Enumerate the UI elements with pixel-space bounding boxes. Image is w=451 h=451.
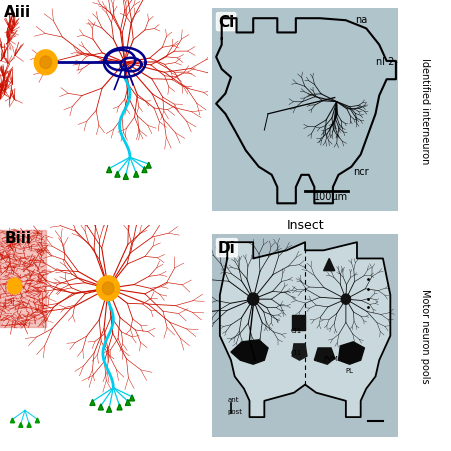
Polygon shape [133, 172, 138, 178]
Polygon shape [291, 344, 306, 360]
Polygon shape [98, 404, 103, 410]
Polygon shape [142, 167, 147, 173]
Text: post: post [227, 408, 242, 414]
Polygon shape [106, 406, 111, 412]
Polygon shape [123, 174, 128, 180]
Text: Ci: Ci [217, 15, 234, 30]
Polygon shape [18, 423, 23, 428]
Polygon shape [0, 230, 46, 327]
Polygon shape [117, 404, 122, 410]
Polygon shape [90, 400, 95, 405]
Polygon shape [106, 167, 111, 173]
Text: nl 2-4: nl 2-4 [375, 57, 403, 67]
Circle shape [102, 282, 114, 295]
Text: Biii: Biii [4, 230, 31, 245]
Polygon shape [314, 348, 334, 364]
Circle shape [34, 51, 57, 76]
Polygon shape [35, 418, 39, 423]
Text: na: na [354, 15, 367, 25]
Circle shape [7, 278, 22, 295]
Text: CI1: CI1 [290, 349, 301, 355]
Text: Aiii: Aiii [4, 5, 31, 19]
Text: PL: PL [345, 368, 353, 373]
Text: Insect: Insect [285, 219, 323, 232]
Polygon shape [125, 400, 130, 405]
Text: Motor neuron pools: Motor neuron pools [419, 289, 429, 383]
Polygon shape [291, 316, 304, 330]
Polygon shape [129, 395, 134, 401]
Text: PVM: PVM [323, 355, 338, 361]
Text: CI1: CI1 [290, 327, 301, 333]
Text: ncr: ncr [353, 166, 368, 176]
Circle shape [97, 276, 119, 301]
Polygon shape [338, 342, 364, 364]
Text: Di: Di [217, 241, 235, 256]
Polygon shape [323, 259, 334, 271]
Text: ant: ant [227, 396, 238, 402]
Text: Identified interneuron: Identified interneuron [419, 57, 429, 164]
Polygon shape [115, 172, 120, 178]
Circle shape [247, 293, 258, 306]
Polygon shape [216, 19, 395, 204]
Text: 100μm: 100μm [314, 192, 348, 202]
Circle shape [40, 57, 51, 69]
Circle shape [341, 295, 350, 304]
Polygon shape [230, 340, 267, 364]
Polygon shape [27, 423, 31, 428]
Polygon shape [10, 418, 14, 423]
Polygon shape [219, 243, 390, 417]
Polygon shape [146, 163, 151, 169]
